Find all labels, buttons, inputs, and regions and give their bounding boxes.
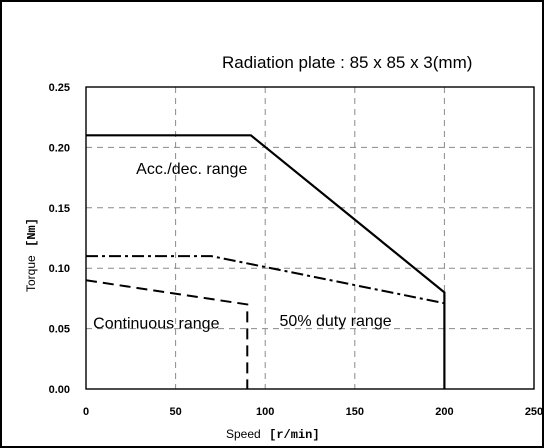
plot-area-border: [85, 86, 535, 390]
x-axis-title: Speed [r/min]: [226, 425, 320, 442]
y-tick-label: 0.20: [49, 142, 70, 154]
annotations: Acc./dec. range 50% duty range Continuous …: [93, 161, 392, 333]
y-tick-label: 0.10: [49, 263, 70, 275]
y-tick-label: 0.00: [49, 384, 70, 396]
grid-lines: [86, 87, 534, 389]
x-tick-label: 150: [346, 406, 364, 418]
series-lines: [85, 134, 446, 389]
y-tick-label: 0.05: [49, 324, 70, 336]
y-tick-label: 0.15: [49, 203, 70, 215]
annotation-label: Continuous range: [93, 316, 219, 333]
y-axis-label: Torque: [24, 255, 38, 292]
x-axis-unit: [r/min]: [269, 428, 319, 442]
y-tick-label: 0.25: [49, 82, 70, 94]
y-axis-unit: [Nm]: [25, 218, 39, 247]
series-solid-line: [86, 134, 446, 389]
x-tick-label: 100: [256, 406, 274, 418]
annotation-label: Acc./dec. range: [136, 161, 247, 178]
series-dashed-line: [85, 279, 249, 389]
y-axis-ticks: 0.00 0.05 0.10 0.15 0.20 0.25: [49, 82, 70, 396]
x-axis-label: Speed: [226, 427, 261, 441]
x-tick-label: 200: [435, 406, 453, 418]
y-axis-title: Torque [Nm]: [22, 218, 39, 292]
x-tick-label: 250: [525, 406, 543, 418]
x-axis-ticks: 0 50 100 150 200 250: [83, 406, 543, 418]
chart-title: Radiation plate : 85 x 85 x 3(mm): [222, 53, 472, 72]
series-dashdot-line: [86, 255, 445, 305]
annotation-label: 50% duty range: [280, 313, 392, 330]
x-tick-label: 50: [169, 406, 181, 418]
x-tick-label: 0: [83, 406, 89, 418]
